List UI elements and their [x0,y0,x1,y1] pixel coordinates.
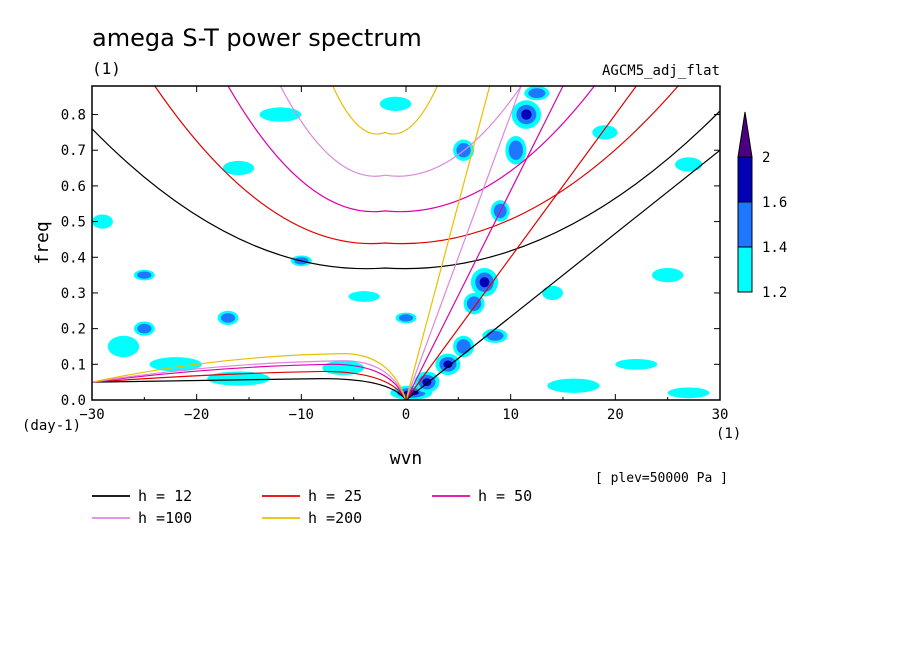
power-contour-blob [259,107,302,122]
power-contour-blob [615,358,658,370]
power-contour-blob [348,291,380,302]
plot-frame [91,85,721,401]
power-contour-blob [398,314,414,322]
power-contour-blob [222,160,255,176]
y-tick-label: 0.7 [61,143,86,159]
power-contour-blob [92,214,113,229]
x-tick-label: 10 [502,407,519,423]
rossby-wave-curve [92,353,407,400]
power-contour-blob [521,109,532,120]
power-contour-blob [107,335,140,358]
dispersion-curves [92,86,720,400]
rossby-wave-curve [92,363,407,400]
inertia-gravity-wave-curve [154,86,679,245]
power-contour-blob [542,285,563,301]
chart-title: amega S-T power spectrum [92,24,422,52]
chart-subtitle-right: AGCM5_adj_flat [602,63,720,79]
power-contour-blob [466,296,482,311]
y-axis-label: freq [32,221,53,264]
x-tick-label: −10 [289,407,314,423]
power-contour-blob [322,360,365,376]
colorbar-label: 1.4 [762,240,787,256]
inertia-gravity-wave-curve [227,86,595,213]
legend-label: h = 25 [308,487,362,505]
rossby-wave-curve [92,377,407,400]
power-contour-blob [220,313,236,323]
power-contours [92,86,710,400]
x-tick-label: −30 [79,407,104,423]
power-contour-blob [508,140,524,160]
legend-label: h =100 [138,509,192,527]
x-tick-label: 20 [607,407,624,423]
y-tick-label: 0.2 [61,322,86,338]
inertia-gravity-wave-curve [332,86,438,135]
power-contour-blob [379,96,412,111]
legend-label: h =200 [308,509,362,527]
y-tick-label: 0.3 [61,286,86,302]
colorbar-segment [737,201,753,248]
x-tick-label: 30 [712,407,729,423]
inertia-gravity-wave-curve [92,110,720,270]
y-tick-label: 0.1 [61,357,86,373]
y-tick-label: 0.5 [61,215,86,231]
y-axis: 0.0 0.1 0.2 0.3 0.4 0.5 0.6 0.7 0.8 [61,108,720,409]
power-contour-blob [674,157,703,172]
rossby-wave-curve [92,360,407,400]
power-contour-blob [443,360,453,369]
power-contour-blob [592,125,618,140]
power-contour-blob [486,330,504,341]
power-contour-blob [651,267,684,283]
chart-subtitle-left: (1) [92,59,121,78]
kelvin-wave-line [405,86,491,400]
y-tick-label: 0.8 [61,108,86,124]
legend-label: h = 50 [478,487,532,505]
power-contour-blob [528,88,546,98]
power-contour-blob [422,378,432,387]
legend: h = 12 h = 25 h = 50 h =100 h =200 [92,487,532,527]
x-axis: −30 −20 −10 0 10 20 30 [79,86,728,423]
colorbar-extend-arrow [737,111,753,158]
power-contour-blob [137,323,152,334]
level-note: [ plev=50000 Pa ] [595,471,728,486]
x-tick-label: −20 [184,407,209,423]
power-contour-blob [667,387,710,399]
power-contour-blob [547,378,600,393]
colorbar-segment [737,246,753,293]
colorbar-label: 2 [762,150,770,166]
x-tick-label: 0 [402,407,410,423]
kelvin-wave-line [405,86,522,400]
x-axis-label: wvn [390,448,423,469]
colorbar-label: 1.6 [762,195,787,211]
y-tick-label: 0.6 [61,179,86,195]
colorbar-label: 1.2 [762,285,787,301]
power-contour-blob [479,277,490,288]
power-contour-blob [149,357,202,372]
y-tick-label: 0.0 [61,393,86,409]
y-tick-label: 0.4 [61,250,86,266]
colorbar-segment [737,156,753,203]
kelvin-wave-line [405,149,720,400]
inertia-gravity-wave-curve [279,86,522,177]
power-contour-blob [456,339,471,354]
kelvin-wave-line [405,86,564,400]
colorbar: 1.2 1.4 1.6 2 [737,111,787,301]
x-unit-label: (1) [716,426,741,442]
y-unit-label: (day-1) [22,418,81,434]
kelvin-wave-line [405,86,637,400]
legend-label: h = 12 [138,487,192,505]
rossby-wave-curve [92,370,407,400]
power-contour-blob [137,271,152,279]
